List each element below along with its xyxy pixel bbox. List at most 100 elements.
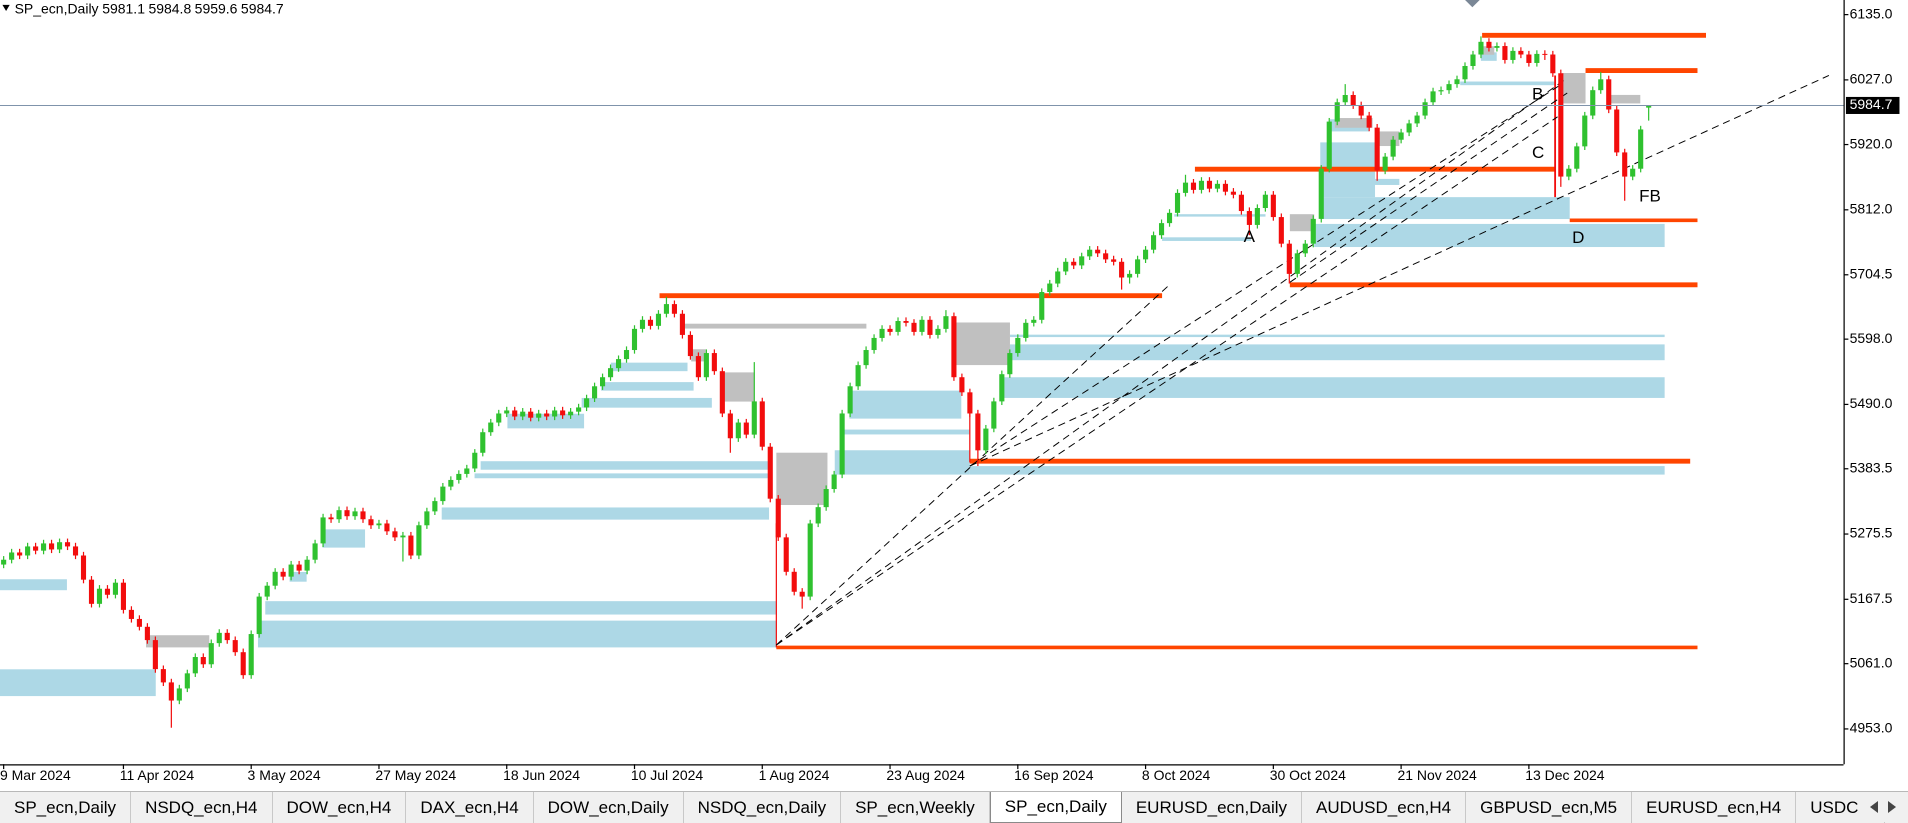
- chart-tab[interactable]: SP_ecn,Daily: [989, 792, 1122, 823]
- candle-body: [336, 510, 342, 520]
- candle-body: [368, 519, 374, 526]
- zone: [0, 669, 156, 697]
- chart-tab[interactable]: DAX_ecn,H4: [406, 792, 534, 823]
- y-tick-label: 5598.0: [1850, 330, 1893, 346]
- candle-body: [17, 552, 23, 556]
- x-tick-label: 11 Apr 2024: [120, 767, 195, 783]
- candle-body: [352, 511, 358, 517]
- candle-body: [1151, 235, 1157, 250]
- candle-body: [839, 413, 845, 475]
- candle-body: [208, 643, 214, 665]
- chart-tab[interactable]: EURUSD_ecn,Daily: [1122, 792, 1303, 823]
- candle-body: [472, 452, 478, 469]
- candle-body: [871, 337, 877, 351]
- candle-body: [504, 410, 510, 414]
- zone: [0, 579, 67, 591]
- chart-tab[interactable]: EURUSD_ecn,H4: [1632, 792, 1797, 823]
- candle-body: [1550, 54, 1556, 74]
- zone: [1009, 344, 1665, 361]
- candle-body: [791, 571, 797, 592]
- y-tick-label: 6135.0: [1850, 5, 1893, 21]
- tab-left[interactable]: [1870, 801, 1878, 813]
- candle-body: [456, 473, 462, 480]
- candle-body: [528, 411, 534, 418]
- imbalance-zone: [681, 323, 867, 329]
- chart-tab[interactable]: NSDQ_ecn,H4: [131, 792, 273, 823]
- candle-body: [1047, 283, 1053, 293]
- candle-body: [1446, 84, 1452, 91]
- chart-tab[interactable]: SP_ecn,Daily: [0, 792, 132, 823]
- candle-body: [424, 511, 430, 526]
- candle-body: [1622, 152, 1628, 177]
- candle-body: [200, 657, 206, 665]
- chart-tab[interactable]: DOW_ecn,H4: [273, 792, 407, 823]
- candle-body: [1374, 127, 1380, 171]
- zone: [322, 529, 366, 548]
- annotation: A: [1244, 227, 1256, 246]
- candle-body: [759, 401, 765, 447]
- chart-tab[interactable]: GBPUSD_ecn,M5: [1466, 792, 1633, 823]
- candle-body: [496, 413, 502, 423]
- candle-body: [216, 632, 222, 644]
- candle-body: [248, 634, 254, 676]
- y-tick-label: 5920.0: [1850, 135, 1893, 151]
- candle-body: [416, 525, 422, 556]
- candle-body: [879, 328, 885, 338]
- zone: [1009, 334, 1665, 338]
- chart-tab[interactable]: DOW_ecn,Daily: [534, 792, 684, 823]
- chart-tab[interactable]: SP_ecn,Weekly: [841, 792, 990, 823]
- candle-body: [136, 618, 142, 627]
- trendline: [776, 116, 1558, 646]
- candle-body: [951, 316, 957, 378]
- zone: [1174, 214, 1266, 217]
- zone: [265, 601, 777, 615]
- candle-body: [1326, 121, 1332, 169]
- zone: [1001, 377, 1665, 398]
- candle-body: [64, 542, 71, 547]
- imbalance-zone: [1609, 94, 1641, 104]
- candle-body: [911, 322, 917, 332]
- candle-body: [1454, 79, 1460, 85]
- x-tick-label: 9 Mar 2024: [0, 767, 71, 783]
- header-arrow[interactable]: [2, 4, 10, 11]
- candle-body: [536, 413, 542, 418]
- candle-body: [1087, 249, 1093, 257]
- candle-body: [1342, 94, 1348, 103]
- candle-body: [1143, 249, 1149, 260]
- candle-body: [663, 304, 670, 314]
- candle-body: [743, 422, 749, 435]
- candle-body: [312, 543, 318, 560]
- candle-body: [1198, 180, 1205, 190]
- candle-body: [328, 517, 334, 520]
- x-tick-label: 1 Aug 2024: [759, 767, 830, 783]
- candle-body: [464, 468, 470, 474]
- candle-body: [1582, 115, 1588, 147]
- candle-body: [1302, 243, 1308, 254]
- candle-body: [1478, 41, 1484, 55]
- annotation: D: [1572, 228, 1584, 247]
- candle-body: [807, 523, 813, 597]
- zone: [1460, 81, 1556, 86]
- chart-tab[interactable]: AUDUSD_ecn,H4: [1302, 792, 1467, 823]
- candle-body: [719, 371, 725, 414]
- candle-body: [1238, 194, 1244, 212]
- trendlines: [776, 75, 1830, 646]
- annotation: B: [1532, 84, 1543, 103]
- candle-body: [1071, 261, 1077, 266]
- x-tick-label: 18 Jun 2024: [503, 767, 580, 783]
- candle-body: [1382, 156, 1388, 171]
- candle-body: [288, 564, 294, 577]
- x-tick-label: 30 Oct 2024: [1270, 767, 1346, 783]
- chart-tab[interactable]: NSDQ_ecn,Daily: [684, 792, 842, 823]
- candle-body: [703, 353, 709, 378]
- candle-body: [120, 582, 126, 610]
- candle-body: [1007, 353, 1013, 375]
- candle-body: [376, 523, 382, 526]
- candle-body: [80, 555, 87, 580]
- candle-body: [1398, 132, 1404, 140]
- tab-right[interactable]: [1888, 801, 1896, 813]
- imbalance-zone: [1377, 131, 1400, 147]
- candle-body: [1031, 319, 1037, 323]
- candle-body: [855, 365, 861, 387]
- header-high: 5984.8: [148, 0, 191, 16]
